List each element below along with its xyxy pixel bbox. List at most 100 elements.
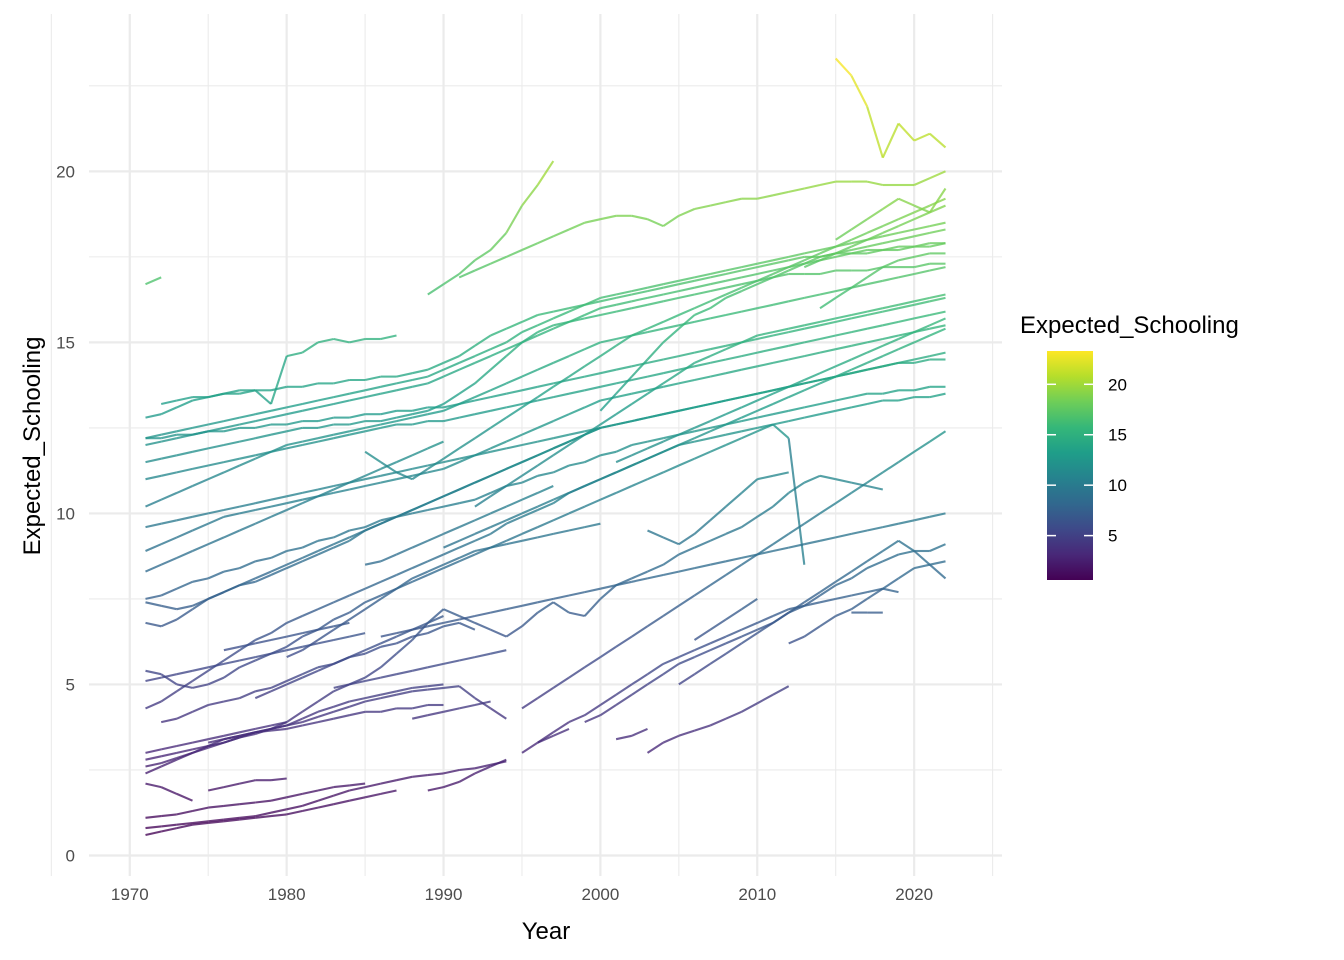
series-segment — [552, 727, 570, 737]
series-segment — [301, 550, 319, 559]
series-segment — [772, 423, 790, 439]
series-segment — [647, 293, 664, 299]
series-segment — [474, 334, 492, 347]
series-segment — [270, 495, 287, 501]
series-segment — [270, 796, 287, 802]
series-segment — [443, 539, 460, 549]
series-line — [286, 423, 806, 659]
series-segment — [255, 409, 272, 416]
series-segment — [255, 815, 272, 819]
series-segment — [866, 471, 884, 484]
series-segment — [207, 443, 225, 450]
series-segment — [459, 767, 476, 772]
series-segment — [552, 601, 570, 614]
series-segment — [631, 478, 648, 487]
series-segment — [458, 259, 476, 275]
series-segment — [317, 717, 334, 724]
series-segment — [317, 488, 335, 498]
series-segment — [772, 685, 790, 696]
series-segment — [662, 279, 680, 286]
series-segment — [474, 526, 492, 535]
series-segment — [223, 567, 240, 573]
series-segment — [804, 337, 821, 344]
series-segment — [772, 385, 790, 395]
series-segment — [662, 372, 680, 385]
series-segment — [208, 804, 225, 809]
series-segment — [600, 382, 617, 388]
series-segment — [647, 529, 664, 539]
series-segment — [223, 734, 240, 741]
series-segment — [647, 413, 664, 419]
series-segment — [333, 392, 350, 399]
series-segment — [255, 799, 272, 804]
series-segment — [631, 375, 648, 382]
series-segment — [223, 529, 241, 539]
series-segment — [521, 184, 539, 207]
series-segment — [192, 543, 209, 552]
series-segment — [850, 598, 868, 611]
series-segment — [882, 307, 899, 313]
series-segment — [160, 471, 178, 477]
series-segment — [788, 252, 805, 258]
series-segment — [803, 252, 821, 262]
series-segment — [898, 197, 915, 207]
series-segment — [709, 574, 727, 587]
series-segment — [929, 293, 946, 299]
series-segment — [490, 467, 507, 477]
series-segment — [474, 700, 491, 707]
series-segment — [207, 591, 225, 600]
series-line — [521, 587, 899, 754]
series-segment — [537, 310, 554, 317]
series-segment — [521, 536, 538, 542]
series-line — [693, 598, 758, 641]
series-segment — [835, 532, 852, 539]
series-segment — [678, 673, 696, 686]
series-segment — [929, 197, 946, 207]
series-segment — [835, 317, 852, 323]
series-segment — [412, 688, 428, 693]
series-segment — [929, 204, 946, 214]
series-segment — [192, 430, 209, 436]
series-segment — [458, 344, 476, 357]
series-segment — [239, 690, 256, 700]
y-tick-label: 20 — [56, 162, 75, 181]
series-segment — [929, 228, 946, 234]
series-segment — [239, 577, 256, 587]
series-segment — [270, 509, 288, 518]
series-segment — [474, 652, 491, 659]
series-segment — [412, 685, 428, 689]
series-segment — [427, 625, 444, 635]
series-segment — [741, 628, 758, 638]
series-segment — [160, 536, 178, 546]
series-segment — [537, 324, 554, 334]
series-segment — [741, 365, 758, 371]
series-segment — [380, 423, 397, 429]
series-segment — [835, 396, 852, 402]
series-segment — [349, 782, 366, 787]
series-segment — [380, 461, 397, 470]
series-segment — [788, 601, 805, 614]
series-segment — [537, 734, 554, 744]
series-segment — [631, 727, 648, 737]
series-segment — [615, 375, 633, 395]
series-segment — [255, 811, 272, 818]
series-segment — [850, 238, 868, 248]
series-segment — [192, 745, 209, 754]
series-segment — [631, 286, 648, 293]
series-segment — [176, 426, 193, 433]
series-segment — [145, 700, 162, 710]
series-segment — [678, 533, 696, 546]
series-line — [678, 539, 947, 686]
series-segment — [458, 703, 476, 710]
series-segment — [929, 512, 946, 518]
series-segment — [568, 611, 585, 618]
series-segment — [443, 502, 460, 508]
series-segment — [694, 437, 711, 443]
series-segment — [929, 296, 946, 303]
series-segment — [631, 327, 648, 337]
series-segment — [301, 710, 319, 720]
series-segment — [694, 420, 711, 429]
series-segment — [678, 406, 695, 412]
series-segment — [207, 508, 225, 515]
series-segment — [145, 765, 162, 775]
